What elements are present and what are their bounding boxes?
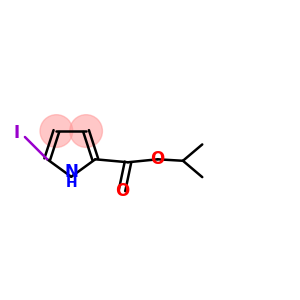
Circle shape — [70, 115, 102, 147]
Text: I: I — [14, 124, 20, 142]
Text: H: H — [65, 176, 77, 190]
Text: N: N — [64, 163, 78, 181]
Text: O: O — [151, 150, 165, 168]
Circle shape — [40, 115, 73, 147]
Text: O: O — [115, 182, 129, 200]
